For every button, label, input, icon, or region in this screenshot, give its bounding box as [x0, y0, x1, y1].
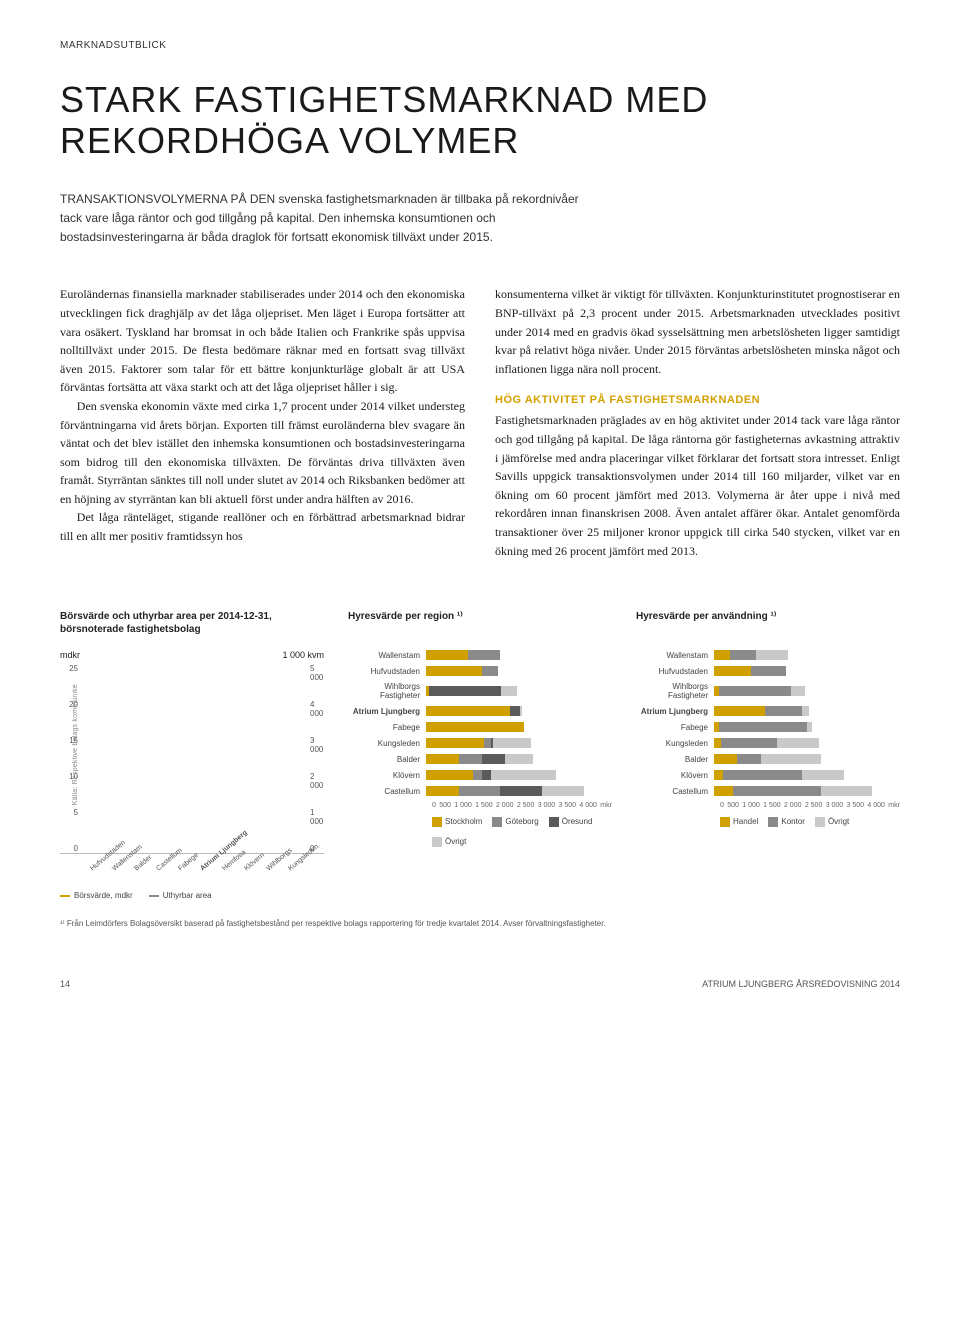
charts-footnote: ¹⁾ Från Leimdörfers Bolagsöversikt baser…: [60, 918, 900, 929]
page-footer: 14 ATRIUM LJUNGBERG ÅRSREDOVISNING 2014: [60, 979, 900, 989]
doc-title-footer: ATRIUM LJUNGBERG ÅRSREDOVISNING 2014: [702, 979, 900, 989]
section-subhead: HÖG AKTIVITET PÅ FASTIGHETSMARKNADEN: [495, 392, 900, 409]
page-number: 14: [60, 979, 70, 989]
y-left-unit: mdkr: [60, 650, 80, 660]
charts-row: Börsvärde och uthyrbar area per 2014-12-…: [60, 610, 900, 900]
chart-title: Hyresvärde per användning ¹⁾: [636, 610, 900, 636]
chart-legend: Börsvärde, mdkr Uthyrbar area: [60, 891, 324, 900]
right-column: konsumenterna vilket är viktigt för till…: [495, 285, 900, 560]
left-column: Euroländernas finansiella marknader stab…: [60, 285, 465, 560]
lede-paragraph: TRANSAKTIONSVOLYMERNA PÅ DEN svenska fas…: [60, 190, 590, 248]
category-label: MARKNADSUTBLICK: [60, 40, 900, 51]
chart-hyresvarde-anvandning: Hyresvärde per användning ¹⁾ WallenstamH…: [636, 610, 900, 900]
body-paragraph: Fastighetsmarknaden präglades av en hög …: [495, 411, 900, 560]
body-paragraph: Det låga ränteläget, stigande reallöner …: [60, 508, 465, 545]
body-paragraph: Euroländernas finansiella marknader stab…: [60, 285, 465, 397]
legend-label: Börsvärde, mdkr: [74, 891, 133, 900]
chart-source: Källa: Respektive bolags kommuniké: [72, 684, 79, 805]
dual-bar-chart: 2520151050 5 0004 0003 0002 0001 0000 Kä…: [60, 664, 324, 854]
chart-hyresvarde-region: Hyresvärde per region ¹⁾ WallenstamHufvu…: [348, 610, 612, 900]
page-title: STARK FASTIGHETSMARKNAD MED REKORDHÖGA V…: [60, 79, 900, 162]
chart-borsvarde-area: Börsvärde och uthyrbar area per 2014-12-…: [60, 610, 324, 900]
body-paragraph: konsumenterna vilket är viktigt för till…: [495, 285, 900, 378]
chart-title: Börsvärde och uthyrbar area per 2014-12-…: [60, 610, 324, 636]
legend-label: Uthyrbar area: [163, 891, 212, 900]
y-right-unit: 1 000 kvm: [282, 650, 324, 660]
body-columns: Euroländernas finansiella marknader stab…: [60, 285, 900, 560]
body-paragraph: Den svenska ekonomin växte med cirka 1,7…: [60, 397, 465, 509]
chart-title: Hyresvärde per region ¹⁾: [348, 610, 612, 636]
